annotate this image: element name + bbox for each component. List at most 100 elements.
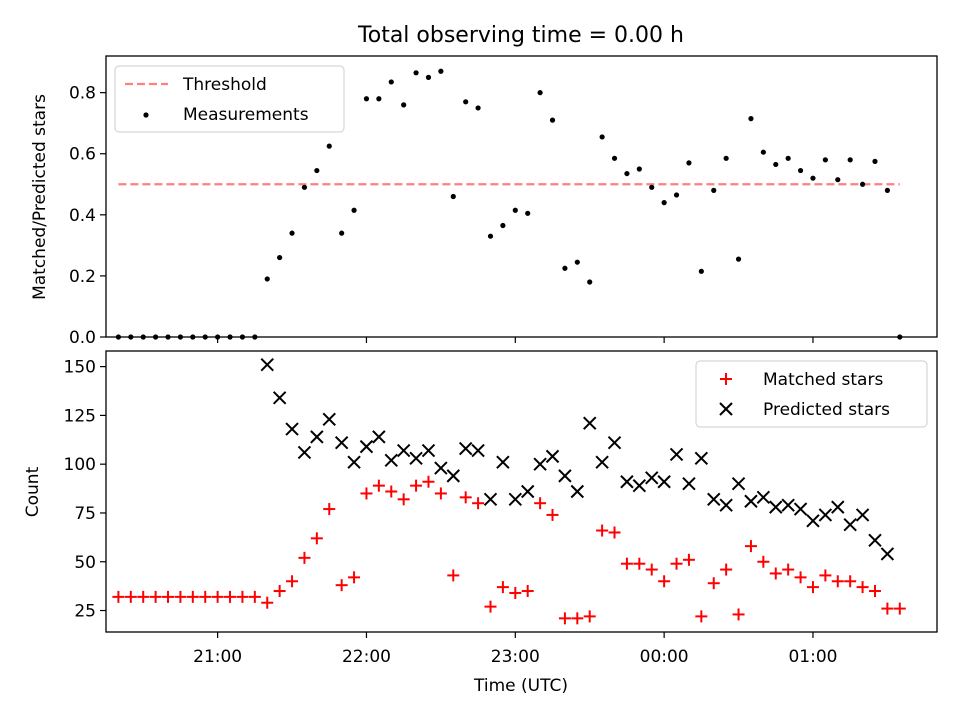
predicted-star-point [458,441,473,456]
measurement-point [401,102,407,108]
predicted-star-point [533,457,547,471]
measurement-point [773,161,779,168]
measurement-point [686,160,692,166]
measurement-point [673,192,680,198]
bottom-panel: Count Time (UTC) 25 50 75 100 125 150 21:00 22… [23,350,938,696]
measurement-point [574,259,580,265]
predicted-star-point [682,476,696,491]
predicted-star-point [310,430,324,444]
top-y-tick-label: 0.6 [69,145,96,165]
measurement-point [525,210,531,216]
measurement-point [859,181,866,187]
bottom-y-tick-label: 75 [74,504,96,524]
matched-star-point [645,563,658,576]
predicted-star-point-b [285,422,299,436]
measurement-point [810,175,816,181]
matched-star-point [620,557,633,570]
predicted-star-point [434,461,448,475]
matched-star-point [410,479,423,492]
matched-star-point [434,487,447,500]
bottom-legend-matched-swatch [720,373,732,385]
predicted-star-point [694,451,709,466]
matched-star-point [124,590,137,603]
predicted-star-point [297,445,312,460]
predicted-star-point [719,498,733,512]
predicted-star-point-b [583,416,597,430]
matched-star-point [459,491,472,504]
predicted-star-point [347,455,361,469]
matched-star-point [211,590,224,603]
predicted-star-point-b [260,357,274,372]
predicted-star-point [657,475,671,489]
predicted-star-point-b [818,508,833,522]
measurement-point [339,230,345,236]
matched-star-point [286,575,299,588]
predicted-star-point [520,484,535,499]
measurement-point [797,167,804,174]
measurement-point [711,187,717,193]
top-measurement-marks [115,68,903,340]
predicted-star-point [756,490,771,505]
predicted-star-point-b [434,461,448,475]
predicted-star-point-b [409,451,423,466]
top-y-tick-label: 0.0 [69,328,96,348]
predicted-star-point-b [508,492,523,507]
matched-star-point [893,602,906,615]
predicted-star-point-b [843,517,857,532]
matched-star-point [844,575,857,588]
predicted-star-point-b [756,490,771,505]
predicted-star-point [843,517,857,532]
matched-star-point [682,553,695,566]
predicted-star-point [855,508,870,522]
matched-star-point [670,557,683,570]
matched-star-point [447,569,460,582]
predicted-star-point-b [384,453,398,467]
predicted-star-point-b [359,439,374,454]
bottom-x-tick-label: 23:00 [491,647,540,667]
matched-star-point [534,497,547,510]
predicted-star-point-b [731,476,746,491]
bottom-x-tick-label: 22:00 [342,647,391,667]
matched-star-point [186,590,199,603]
predicted-star-point-b [868,533,882,547]
measurement-point [388,79,394,85]
measurement-point [611,155,618,161]
bottom-x-axis-label: Time (UTC) [473,676,568,696]
predicted-star-point-b [297,445,312,460]
matched-star-point [310,532,323,545]
predicted-star-point [285,422,299,436]
measurement-point [599,134,605,140]
predicted-star-point [260,357,274,372]
top-plot-frame [105,55,938,338]
matched-star-point [422,475,435,488]
measurement-point [636,166,642,172]
predicted-star-point [769,500,783,514]
predicted-star-point-b [483,492,498,507]
top-y-tick-label: 0.4 [69,206,96,226]
measurement-point [549,117,556,123]
measurement-point [847,157,853,163]
matched-star-point [236,590,249,603]
top-legend: Threshold Measurements [114,65,345,133]
predicted-star-point [595,455,609,469]
matched-star-point [744,540,757,553]
predicted-star-point-b [632,478,647,493]
top-panel: Total observing time = 0.00 h Matched/Pr… [30,23,938,348]
measurement-point [277,254,283,261]
matched-star-point [769,567,782,580]
predicted-star-point [322,412,336,427]
measurement-point [363,96,370,102]
predicted-star-point-b [657,475,671,489]
predicted-star-point-b [322,412,336,427]
predicted-star-point-b [855,508,870,522]
predicted-star-point [359,439,374,454]
matched-star-point [248,590,261,603]
measurement-point [723,155,729,161]
predicted-star-point-b [396,443,411,458]
bottom-legend: Matched stars Predicted stars [695,360,928,428]
matched-star-point [856,581,869,594]
matched-star-point [720,563,733,576]
measurement-point [562,265,568,271]
matched-star-point [596,524,609,537]
